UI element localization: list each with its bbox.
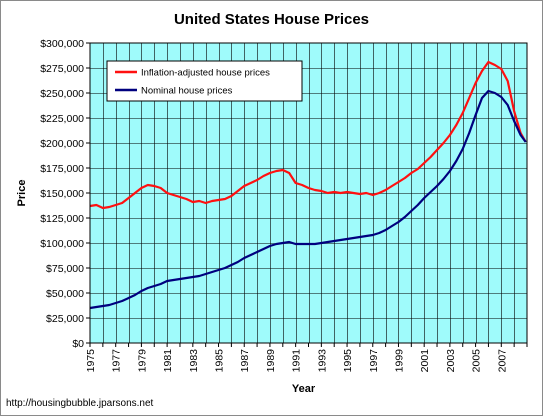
x-tick-label: 1977 bbox=[111, 349, 123, 373]
x-tick-label: 2003 bbox=[445, 349, 457, 373]
x-tick-label: 1997 bbox=[368, 349, 380, 373]
chart-title: United States House Prices bbox=[173, 11, 370, 28]
series-line-1 bbox=[89, 60, 527, 210]
legend-label: Inflation-adjusted house prices bbox=[141, 68, 270, 79]
x-tick-label: 1985 bbox=[214, 349, 226, 373]
y-tick-label: $75,000 bbox=[46, 263, 84, 275]
legend-label: Nominal house prices bbox=[141, 86, 233, 97]
x-tick-label: 1995 bbox=[342, 349, 354, 373]
legend: Inflation-adjusted house prices Nominal h… bbox=[106, 60, 303, 102]
x-axis-label: Year bbox=[292, 383, 316, 395]
y-tick-label: $200,000 bbox=[40, 138, 84, 150]
y-tick-label: $50,000 bbox=[46, 288, 84, 300]
y-tick-label: $300,000 bbox=[40, 38, 84, 50]
series-line-2 bbox=[89, 89, 527, 310]
y-tick-label: $100,000 bbox=[40, 238, 84, 250]
x-axis: 1975 1977 1979 1981 1983 1985 1987 1989 1991 1993… bbox=[85, 343, 528, 373]
y-tick-label: $250,000 bbox=[40, 88, 84, 100]
x-tick-label: 1979 bbox=[136, 349, 148, 373]
series-layer bbox=[89, 60, 527, 310]
y-tick-label: $25,000 bbox=[46, 313, 84, 325]
x-tick-label: 1999 bbox=[393, 349, 405, 373]
y-tick-label: $225,000 bbox=[40, 113, 84, 125]
x-tick-label: 1987 bbox=[239, 349, 251, 373]
source-url: http://housingbubble.jparsons.net bbox=[6, 398, 154, 409]
y-tick-label: $150,000 bbox=[40, 188, 84, 200]
y-axis: $0 $25,000 $50,000 $75,000 $100,000 $125,000 $… bbox=[40, 38, 90, 350]
x-tick-label: 2005 bbox=[471, 349, 483, 373]
x-tick-label: 1989 bbox=[265, 349, 277, 373]
y-tick-label: $0 bbox=[72, 338, 84, 350]
x-tick-label: 2001 bbox=[419, 349, 431, 373]
x-tick-label: 1993 bbox=[316, 349, 328, 373]
x-tick-label: 2007 bbox=[496, 349, 508, 373]
x-tick-label: 1975 bbox=[85, 349, 97, 373]
x-tick-label: 1981 bbox=[162, 349, 174, 373]
x-tick-label: 1991 bbox=[291, 349, 303, 373]
y-tick-label: $125,000 bbox=[40, 213, 84, 225]
y-tick-label: $275,000 bbox=[40, 63, 84, 75]
legend-box bbox=[106, 60, 303, 102]
y-tick-label: $175,000 bbox=[40, 163, 84, 175]
y-axis-label: Price bbox=[16, 180, 28, 207]
x-tick-label: 1983 bbox=[188, 349, 200, 373]
